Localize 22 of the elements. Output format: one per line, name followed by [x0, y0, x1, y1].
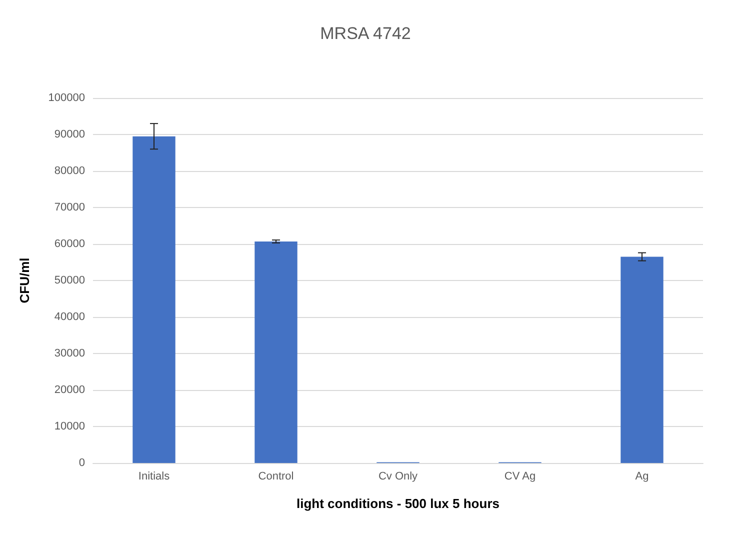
- x-tick-label: Cv Only: [378, 470, 418, 482]
- chart-title: MRSA 4742: [320, 24, 411, 43]
- y-tick-label: 20000: [54, 384, 85, 396]
- y-tick-label: 10000: [54, 420, 85, 432]
- y-tick-label: 60000: [54, 238, 85, 250]
- x-tick-label: CV Ag: [504, 470, 536, 482]
- y-tick-label: 70000: [54, 202, 85, 214]
- x-axis-title: light conditions - 500 lux 5 hours: [296, 496, 500, 511]
- x-tick-label: Initials: [138, 470, 170, 482]
- y-tick-label: 40000: [54, 311, 85, 323]
- y-tick-label: 90000: [54, 128, 85, 140]
- y-tick-label: 50000: [54, 274, 85, 286]
- y-tick-label: 100000: [48, 92, 85, 104]
- x-tick-label: Control: [258, 470, 294, 482]
- y-tick-label: 30000: [54, 348, 85, 360]
- y-tick-label: 0: [78, 457, 85, 469]
- bar: [620, 256, 664, 463]
- y-axis-title: CFU/ml: [17, 258, 32, 304]
- bar: [254, 241, 298, 463]
- y-tick-label: 80000: [54, 165, 85, 177]
- x-tick-label: Ag: [635, 470, 649, 482]
- bar: [132, 136, 176, 463]
